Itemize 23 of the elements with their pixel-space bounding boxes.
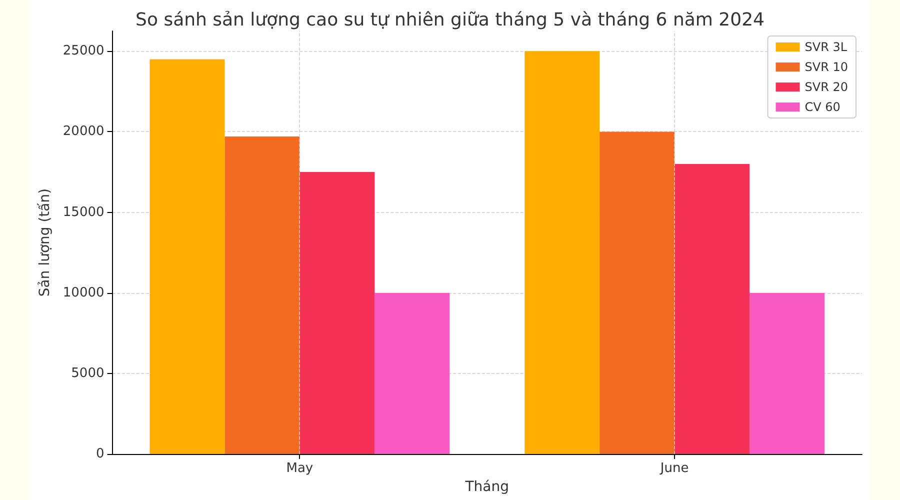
bar (750, 292, 825, 454)
bar (674, 164, 750, 454)
y-tick-label: 0 (96, 446, 104, 462)
chart-title: So sánh sản lượng cao su tự nhiên giữa tháng 5 và tháng 6 năm 2024 (136, 10, 764, 30)
y-tick-label: 20000 (62, 124, 104, 140)
x-tick-label: May (286, 461, 314, 476)
bar (600, 132, 675, 454)
bar (300, 172, 375, 454)
x-axis-title: Tháng (464, 478, 510, 495)
y-tick-label: 5000 (71, 366, 104, 381)
y-tick-label: 10000 (62, 285, 104, 300)
legend-label: SVR 10 (804, 60, 848, 74)
legend-label: SVR 20 (804, 80, 848, 94)
legend-label: CV 60 (804, 100, 840, 114)
y-tick-label: 25000 (62, 44, 104, 59)
legend-label: SVR 3L (804, 40, 848, 54)
bar (524, 51, 600, 454)
y-tick-label: 15000 (62, 204, 104, 220)
bar (150, 59, 225, 454)
bar (224, 136, 300, 454)
y-axis-title: Sản lượng (tấn) (37, 188, 53, 297)
bar (374, 292, 450, 454)
x-tick-label: June (659, 461, 689, 476)
